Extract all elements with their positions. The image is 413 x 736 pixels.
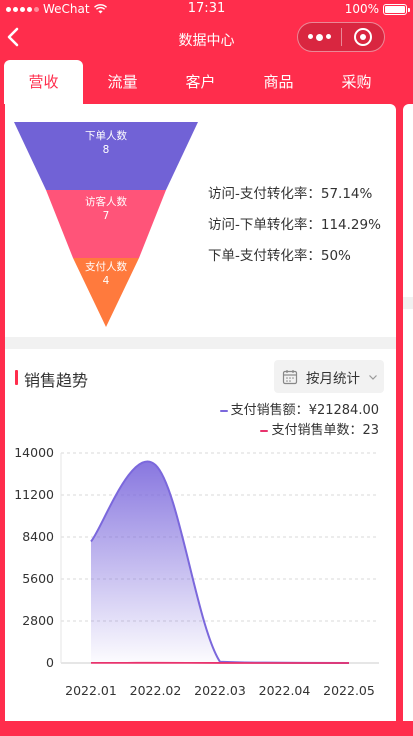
tab-purchasing[interactable]: 采购 <box>341 73 372 91</box>
x-tick-label: 2022.04 <box>259 683 311 698</box>
rate-visit-to-order: 访问-下单转化率：114.29% <box>208 215 381 235</box>
section-divider <box>5 337 396 349</box>
funnel-stage-name: 支付人数 <box>85 261 127 273</box>
y-tick-label: 8400 <box>22 529 54 544</box>
legend-swatch <box>219 409 228 412</box>
carrier-name: WeChat <box>43 2 90 16</box>
funnel-stage-name: 下单人数 <box>85 130 127 142</box>
next-page-peek-lower <box>403 309 413 721</box>
funnel-label-payments: 支付人数 4 <box>14 260 198 288</box>
filter-label: 按月统计 <box>306 370 360 387</box>
legend-item-sales-amount: 支付销售额：¥21284.00 <box>219 401 379 421</box>
tab-products[interactable]: 商品 <box>263 73 294 91</box>
x-tick-label: 2022.05 <box>323 683 375 698</box>
section-title: 销售趋势 <box>15 367 88 391</box>
y-tick-label: 2800 <box>22 613 54 628</box>
carrier-info: WeChat <box>6 2 107 16</box>
funnel-stage-orders <box>14 122 198 190</box>
funnel-shape <box>14 122 198 327</box>
rate-value: 57.14% <box>320 186 373 202</box>
back-button[interactable] <box>6 26 20 53</box>
y-tick-label: 0 <box>46 655 54 670</box>
funnel-stage-value: 4 <box>102 275 110 287</box>
funnel-card: 下单人数 8 访客人数 7 支付人数 4 访问-支付转化率：57.14% 访问-… <box>5 104 396 337</box>
conversion-funnel: 下单人数 8 访客人数 7 支付人数 4 <box>14 122 198 327</box>
legend-value: ¥21284.00 <box>308 403 379 418</box>
rate-value: 50% <box>320 248 351 264</box>
next-page-divider <box>403 297 413 309</box>
legend-swatch <box>260 429 269 432</box>
sales-trend-chart: 0 2800 5600 8400 11200 14000 2022.01 2022.02 202… <box>5 441 396 711</box>
page-title: 数据中心 <box>178 33 235 49</box>
rate-order-to-pay: 下单-支付转化率：50% <box>208 246 381 266</box>
x-tick-label: 2022.03 <box>194 683 246 698</box>
funnel-stage-value: 8 <box>102 144 110 156</box>
rate-value: 114.29% <box>320 217 381 233</box>
y-tick-label: 5600 <box>22 571 54 586</box>
rate-label: 访问-下单转化率： <box>208 217 321 233</box>
funnel-stage-payments <box>73 258 139 327</box>
monthly-filter-button[interactable]: 按月统计 <box>274 360 384 393</box>
y-tick-label: 14000 <box>14 445 54 460</box>
rate-visit-to-pay: 访问-支付转化率：57.14% <box>208 184 381 204</box>
funnel-label-visitors: 访客人数 7 <box>14 195 198 223</box>
battery-info: 100% <box>344 2 410 16</box>
tab-revenue[interactable]: 营收 <box>4 60 83 104</box>
x-tick-label: 2022.02 <box>130 683 182 698</box>
legend-label: 支付销售额： <box>230 403 309 418</box>
signal-icon <box>6 6 39 12</box>
battery-icon <box>383 3 410 15</box>
next-page-peek <box>403 104 413 337</box>
navigation-bar: 数据中心 <box>0 18 413 60</box>
rate-label: 访问-支付转化率： <box>208 186 321 202</box>
chevron-left-icon <box>7 27 19 47</box>
status-bar: WeChat 17:31 100% <box>0 0 413 18</box>
tab-customers[interactable]: 客户 <box>185 73 216 91</box>
chevron-down-icon <box>369 374 377 380</box>
wifi-icon <box>93 4 107 14</box>
funnel-label-orders: 下单人数 8 <box>14 129 198 157</box>
chart-canvas: 0 2800 5600 8400 11200 14000 2022.01 2022.02 202… <box>14 445 379 698</box>
capsule-divider <box>341 28 342 46</box>
rate-label: 下单-支付转化率： <box>208 248 321 264</box>
conversion-rates: 访问-支付转化率：57.14% 访问-下单转化率：114.29% 下单-支付转化… <box>208 184 381 277</box>
funnel-stage-value: 7 <box>102 210 110 222</box>
close-button[interactable] <box>342 28 384 46</box>
tab-traffic[interactable]: 流量 <box>107 73 138 91</box>
battery-percent: 100% <box>344 2 379 16</box>
funnel-stage-visitors <box>46 190 166 258</box>
clock: 17:31 <box>187 1 226 16</box>
y-tick-label: 11200 <box>14 487 54 502</box>
target-icon <box>353 28 372 46</box>
more-button[interactable] <box>298 33 341 41</box>
calendar-icon <box>282 369 298 384</box>
legend-value: 23 <box>362 423 379 438</box>
sales-amount-area <box>91 461 349 663</box>
legend-label: 支付销售单数： <box>271 423 363 438</box>
chart-legend: 支付销售额：¥21284.00 支付销售单数：23 <box>219 401 379 441</box>
legend-item-order-count: 支付销售单数：23 <box>220 421 379 441</box>
funnel-stage-name: 访客人数 <box>85 196 127 208</box>
mini-program-capsule <box>297 22 385 52</box>
sales-trend-card: 销售趋势 按月统计 支付销售额：¥21284.00 支付销售单数：23 0 280… <box>5 349 396 721</box>
x-tick-label: 2022.01 <box>65 683 117 698</box>
tab-bar: 营收 流量 客户 商品 采购 <box>0 60 413 104</box>
